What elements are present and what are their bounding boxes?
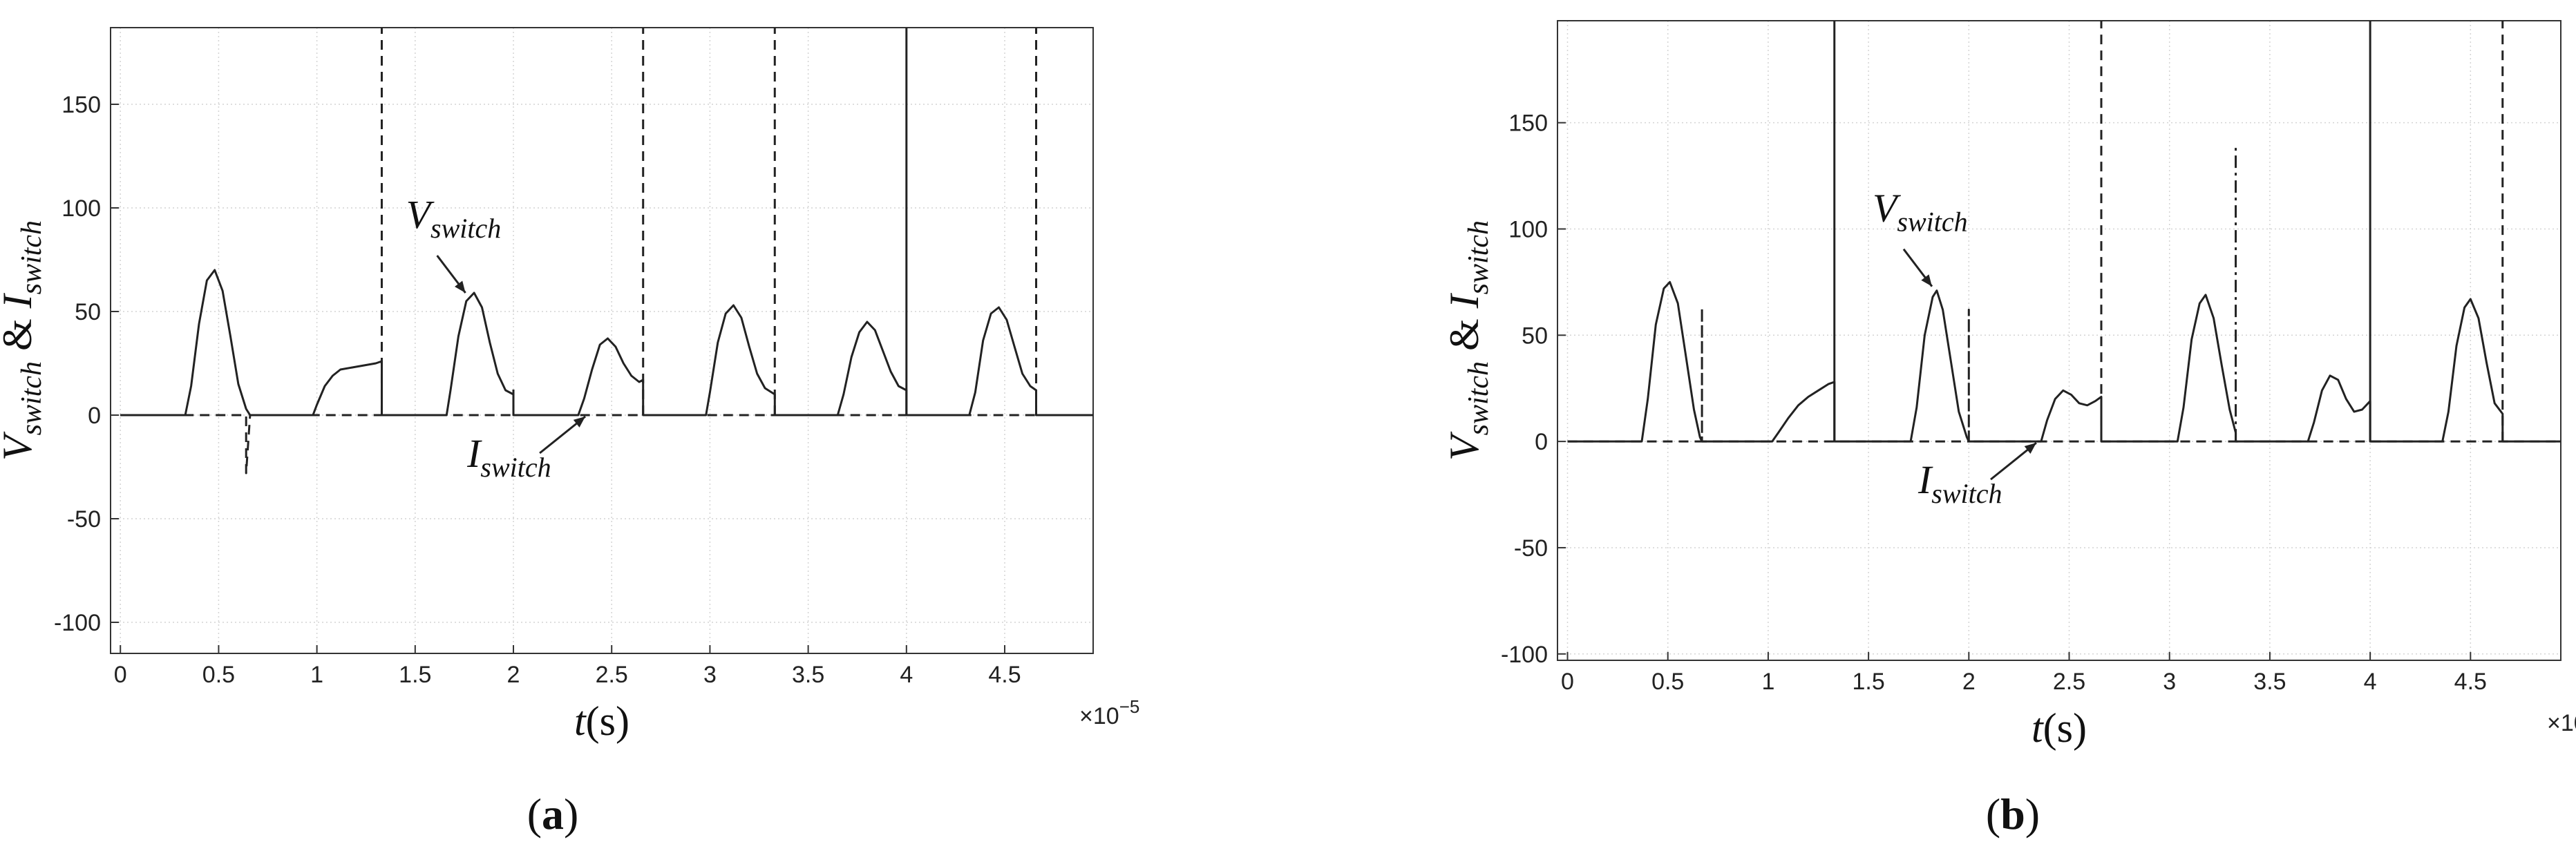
caption-paren-close: ) [564,789,578,839]
y-label-i: I [1441,292,1487,309]
x-tick-label: 3.5 [2253,669,2286,695]
x-tick-label: 2 [1962,669,1976,695]
x-tick-label: 0.5 [1651,669,1684,695]
x-tick-label: 0 [1561,669,1574,695]
x-tick-label: 2.5 [596,662,628,688]
annotation-main: V [1873,186,1902,231]
plot-area [1567,21,2561,443]
plot-frame [110,27,1094,654]
x-tick-label: 3 [703,662,717,688]
caption-letter: a [542,789,564,839]
y-label-i-sub: switch [16,220,48,294]
x-tick-label: 2 [507,662,520,688]
x-tick-label: 2.5 [2053,669,2085,695]
x-tick-label: 4 [900,662,913,688]
caption-paren-open: ( [1986,789,2000,839]
x-multiplier: ×10−5 [2547,703,2576,736]
series-line-v-switch [120,269,1093,416]
plot-frame [1557,20,2561,661]
y-label-i-sub: switch [1463,220,1495,294]
x-tick-label: 1.5 [399,662,431,688]
y-tick-label: 100 [61,195,101,222]
x-axis-label-var: t [574,698,587,744]
y-tick-label: 50 [75,299,101,325]
chart-panel-a: 0 0.5 1 1.5 2 2.5 3 3.5 4 4.5 -100 -50 0 50 100 150 ×10−… [0,27,1139,839]
x-multiplier-base: ×10 [1079,703,1119,729]
x-tick-label: 0.5 [202,662,235,688]
y-tick-label: 150 [1508,111,1548,137]
annotation-sub: switch [430,213,501,244]
x-tick-label: 4 [2364,669,2377,695]
y-tick-label: -50 [1514,535,1548,562]
plot-area [120,28,1093,475]
y-tick-label: -100 [1501,642,1548,668]
x-axis-label: t(s) [2032,705,2087,751]
y-tick-label: 0 [88,403,101,429]
x-tick-label: 4.5 [988,662,1021,688]
y-axis-label: Vswitch & Iswitch [1441,220,1495,461]
annotation-main: I [466,431,482,476]
x-tick-label: 1 [310,662,323,688]
annotation-arrow-head [454,280,466,293]
x-tick-label: 4.5 [2454,669,2487,695]
y-label-amp: & [0,308,40,361]
panel-caption: (a) [527,789,579,839]
y-label-amp: & [1441,308,1487,361]
x-axis-label-unit: (s) [586,698,629,744]
caption-paren-open: ( [527,789,542,839]
y-label-v: V [1441,431,1487,461]
annotation-main: V [406,192,435,237]
x-tick-label: 3.5 [792,662,824,688]
annotation-arrow-head [573,416,586,428]
series-line-i-switch [120,414,1093,475]
annotation-v-switch: Vswitch [406,192,502,244]
y-tick-label: 150 [61,92,101,118]
x-tick-label: 1 [1761,669,1774,695]
annotation-v-switch: Vswitch [1873,186,1968,238]
caption-letter: b [2000,789,2025,839]
y-label-v: V [0,431,40,461]
y-label-v-sub: switch [1463,361,1495,435]
y-tick-label: 50 [1522,323,1548,349]
y-label-i: I [0,292,40,309]
x-multiplier: ×10−5 [1079,696,1139,729]
x-tick-label: 0 [114,662,127,688]
x-axis-label-var: t [2032,705,2044,751]
annotation-sub: switch [1897,207,1967,238]
annotation-i-switch: Iswitch [1917,457,2002,509]
x-tick-label: 3 [2163,669,2176,695]
y-tick-label: -100 [54,610,101,636]
annotation-sub: switch [480,452,551,483]
annotation-arrow-head [2024,443,2036,454]
panel-caption: (b) [1986,789,2040,839]
x-tick-label: 1.5 [1852,669,1884,695]
annotation-sub: switch [1931,478,2002,509]
y-tick-label: 0 [1535,429,1548,455]
y-tick-label: -50 [67,506,101,533]
series-line-v-switch [1567,280,2561,443]
y-axis-label: Vswitch & Iswitch [0,220,48,461]
chart-panel-b: 0 0.5 1 1.5 2 2.5 3 3.5 4 4.5 -100 -50 0 50 100 150 ×10−… [1441,20,2576,839]
annotation-arrow-head [1921,274,1932,287]
caption-paren-close: ) [2025,789,2040,839]
annotation-main: I [1917,457,1933,502]
x-axis-label: t(s) [574,698,629,744]
x-multiplier-exponent: −5 [1119,696,1140,717]
x-axis-label-unit: (s) [2043,705,2087,751]
x-multiplier-base: ×10 [2547,710,2576,736]
y-tick-label: 100 [1508,216,1548,242]
y-label-v-sub: switch [16,361,48,435]
series-line-i-switch [1567,306,2561,443]
annotation-i-switch: Iswitch [466,431,551,483]
